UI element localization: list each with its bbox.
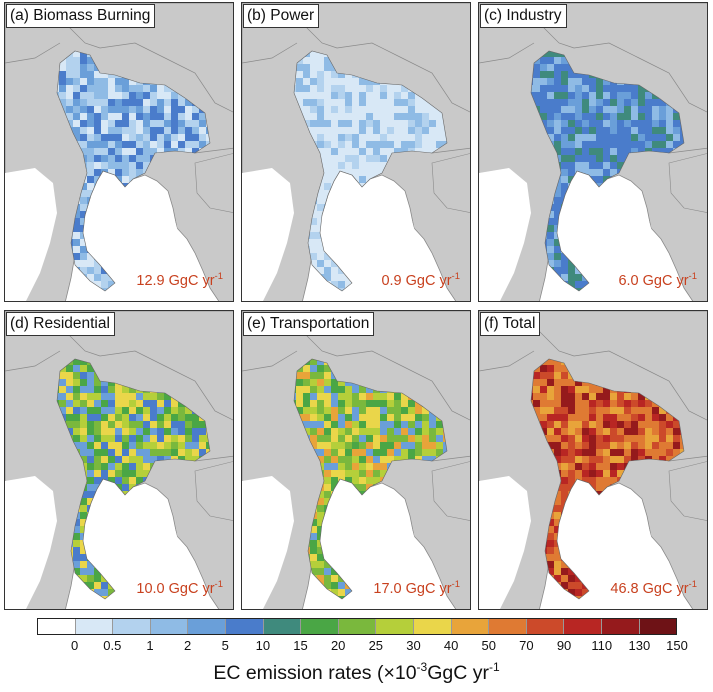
colorbar-swatch <box>376 619 414 634</box>
colorbar-swatch <box>150 619 189 634</box>
colorbar-swatch <box>451 619 490 634</box>
colorbar-tick-label: 0.5 <box>103 638 122 653</box>
colorbar-tick-label: 50 <box>481 638 496 653</box>
panel-title: (a) Biomass Burning <box>6 4 156 28</box>
colorbar-swatch <box>301 619 339 634</box>
panel-title: (f) Total <box>480 312 541 336</box>
colorbar-swatch <box>113 619 151 634</box>
map-biomass <box>5 3 233 301</box>
colorbar-swatch <box>75 619 114 634</box>
panel-power: (b) Power 0.9 GgC yr-1 <box>241 2 471 302</box>
colorbar-tick-label: 1 <box>146 638 154 653</box>
map-industry <box>479 3 707 301</box>
colorbar-swatch <box>188 619 226 634</box>
colorbar-tick-label: 15 <box>293 638 308 653</box>
colorbar-swatch <box>564 619 602 634</box>
colorbar-swatch <box>489 619 527 634</box>
panel-total: 6.0 GgC yr-1 <box>618 271 697 289</box>
colorbar-swatch <box>639 619 677 634</box>
panel-transportation: (e) Transportation 17.0 GgC yr-1 <box>241 310 471 610</box>
colorbar-tick-label: 150 <box>666 638 688 653</box>
colorbar-tick-label: 2 <box>183 638 192 653</box>
panel-total: 17.0 GgC yr-1 <box>373 579 460 597</box>
colorbar-swatch <box>263 619 302 634</box>
colorbar-tick-label: 20 <box>330 638 346 653</box>
panel-title: (d) Residential <box>6 312 115 336</box>
panel-total: 0.9 GgC yr-1 <box>381 271 460 289</box>
colorbar-swatch <box>526 619 565 634</box>
map-transportation <box>242 311 470 609</box>
colorbar-tick-label: 5 <box>221 638 229 653</box>
panel-industry: (c) Industry 6.0 GgC yr-1 <box>478 2 708 302</box>
colorbar <box>37 618 677 635</box>
colorbar-tick-label: 130 <box>628 638 651 653</box>
colorbar-tick-label: 90 <box>556 638 572 653</box>
colorbar-swatch <box>338 619 377 634</box>
colorbar-swatch <box>601 619 640 634</box>
panel-residential: (d) Residential 10.0 GgC yr-1 <box>4 310 234 610</box>
colorbar-tick-label: 40 <box>443 638 459 653</box>
panel-total: 12.9 GgC yr-1 <box>136 271 223 289</box>
panel-total-emissions: (f) Total 46.8 GgC yr-1 <box>478 310 708 610</box>
colorbar-swatch <box>413 619 452 634</box>
panel-title: (b) Power <box>243 4 320 28</box>
colorbar-swatch <box>225 619 264 634</box>
colorbar-tick-label: 0 <box>71 638 79 653</box>
colorbar-label: EC emission rates (×10-3GgC yr-1 <box>213 660 500 684</box>
colorbar-tick-label: 30 <box>406 638 421 653</box>
panel-total: 10.0 GgC yr-1 <box>136 579 223 597</box>
panel-total: 46.8 GgC yr-1 <box>610 579 697 597</box>
panel-biomass-burning: (a) Biomass Burning 12.9 GgC yr-1 <box>4 2 234 302</box>
colorbar-tick-label: 10 <box>255 638 271 653</box>
map-total <box>479 311 707 609</box>
colorbar-tick-label: 110 <box>591 638 613 653</box>
panel-title: (c) Industry <box>480 4 567 28</box>
map-residential <box>5 311 233 609</box>
colorbar-tick-label: 70 <box>519 638 534 653</box>
colorbar-ticks: 0 0.5 1 2 5 10 15 20 25 30 40 50 70 90 110 130 150 <box>37 638 688 654</box>
panel-title: (e) Transportation <box>243 312 375 336</box>
colorbar-swatch <box>38 619 76 634</box>
map-power <box>242 3 470 301</box>
colorbar-tick-label: 25 <box>368 638 384 653</box>
